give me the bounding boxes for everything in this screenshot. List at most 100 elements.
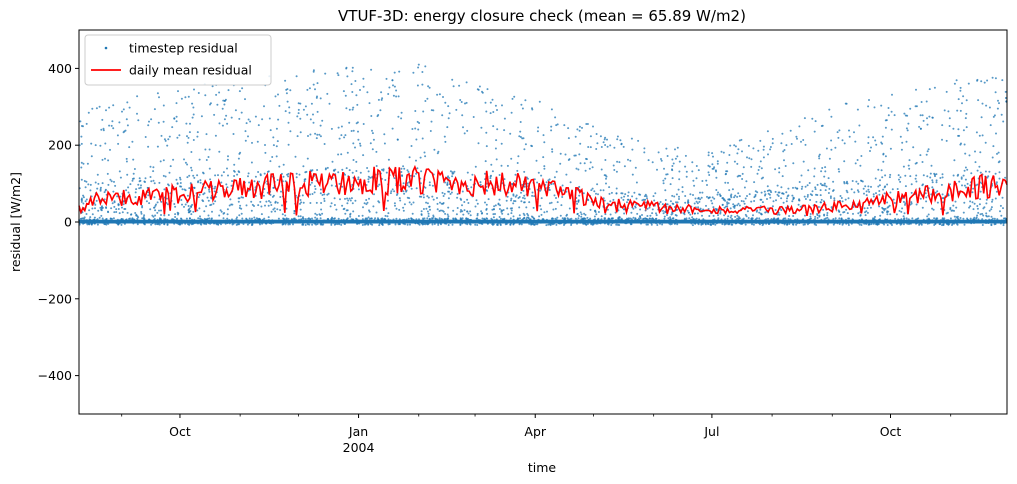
scatter-point: [233, 169, 235, 172]
scatter-point: [187, 136, 190, 139]
scatter-point: [204, 148, 207, 151]
scatter-point: [443, 135, 446, 138]
scatter-point: [841, 200, 844, 203]
scatter-point: [952, 174, 955, 177]
scatter-point: [481, 90, 483, 93]
scatter-point: [689, 213, 692, 216]
daily-mean-line: [78, 164, 1008, 217]
scatter-point: [376, 115, 379, 118]
scatter-point: [447, 105, 450, 108]
scatter-point: [781, 132, 784, 135]
scatter-point: [197, 180, 200, 183]
scatter-point: [693, 184, 696, 187]
scatter-point: [814, 186, 817, 189]
scatter-point: [905, 217, 908, 220]
scatter-point: [960, 142, 962, 145]
scatter-point: [107, 159, 110, 162]
scatter-point: [780, 209, 783, 212]
scatter-point: [230, 116, 233, 119]
scatter-point: [616, 138, 619, 141]
scatter-point: [903, 217, 906, 220]
scatter-point: [276, 208, 279, 211]
scatter-point: [369, 142, 372, 145]
scatter-point: [610, 224, 613, 226]
scatter-point: [389, 192, 392, 195]
scatter-point: [436, 93, 439, 96]
scatter-point: [881, 176, 884, 179]
scatter-point: [397, 223, 400, 226]
scatter-point: [979, 198, 982, 201]
scatter-point: [966, 182, 969, 185]
scatter-point: [312, 70, 315, 73]
scatter-point: [760, 191, 763, 194]
scatter-point: [523, 185, 526, 188]
scatter-point: [707, 171, 710, 174]
scatter-point: [174, 216, 177, 218]
scatter-point: [316, 213, 318, 216]
scatter-point: [906, 114, 909, 117]
scatter-point: [441, 114, 444, 117]
scatter-point: [499, 217, 502, 220]
scatter-point: [434, 217, 437, 220]
scatter-point: [91, 107, 94, 110]
scatter-point: [275, 145, 278, 148]
scatter-point: [100, 128, 103, 131]
scatter-point: [208, 190, 211, 193]
scatter-point: [260, 213, 263, 216]
scatter-point: [708, 215, 711, 217]
scatter-point: [522, 196, 524, 199]
scatter-point: [827, 177, 830, 180]
scatter-point: [785, 191, 788, 194]
scatter-point: [118, 212, 121, 215]
scatter-point: [678, 160, 681, 163]
scatter-point: [559, 162, 562, 165]
scatter-point: [398, 208, 401, 211]
scatter-point: [479, 183, 482, 186]
scatter-point: [218, 122, 221, 125]
scatter-point: [444, 101, 447, 104]
scatter-point: [717, 191, 720, 194]
scatter-point: [996, 152, 998, 155]
scatter-point: [349, 212, 352, 215]
scatter-point: [623, 212, 626, 215]
scatter-point: [459, 210, 462, 213]
scatter-point: [778, 171, 781, 174]
scatter-point: [248, 181, 251, 184]
scatter-point: [430, 120, 433, 123]
scatter-point: [228, 204, 231, 207]
scatter-point: [415, 138, 418, 141]
scatter-point: [428, 86, 431, 89]
scatter-point: [563, 224, 565, 226]
scatter-point: [1000, 113, 1003, 116]
scatter-point: [875, 143, 878, 146]
scatter-point: [819, 201, 822, 204]
scatter-point: [276, 201, 279, 204]
scatter-point: [314, 132, 317, 135]
scatter-point: [982, 214, 985, 217]
scatter-point: [757, 169, 760, 171]
scatter-point: [847, 197, 850, 200]
scatter-point: [910, 201, 913, 204]
scatter-point: [492, 223, 495, 226]
scatter-point: [327, 192, 330, 195]
scatter-point: [498, 198, 501, 201]
scatter-point: [96, 187, 99, 190]
scatter-point: [919, 127, 922, 130]
scatter-point: [344, 134, 347, 137]
scatter-point: [550, 129, 553, 132]
scatter-point: [492, 213, 495, 216]
scatter-point: [444, 212, 447, 215]
scatter-point: [440, 217, 443, 220]
scatter-point: [714, 223, 717, 226]
scatter-point: [824, 217, 827, 220]
scatter-point: [819, 194, 822, 197]
scatter-point: [200, 223, 203, 226]
scatter-point: [89, 183, 92, 186]
scatter-point: [190, 169, 193, 172]
scatter-point: [546, 210, 548, 213]
scatter-point: [590, 189, 593, 192]
scatter-point: [959, 217, 962, 219]
scatter-point: [948, 223, 951, 226]
scatter-point: [514, 195, 517, 198]
scatter-point: [594, 209, 597, 212]
